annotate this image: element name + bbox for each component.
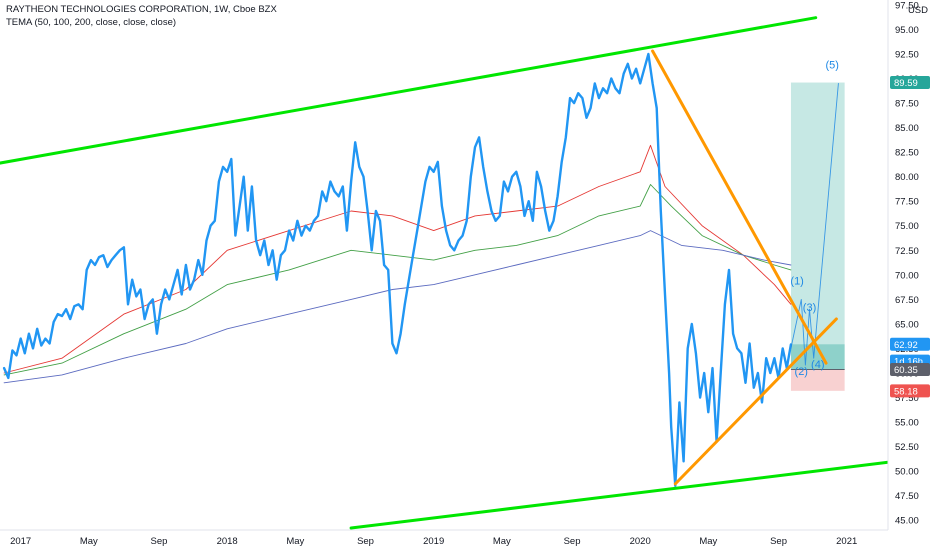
wave-label[interactable]: (4) [811,359,824,371]
trendline-1[interactable] [0,16,818,165]
wave-label[interactable]: (5) [826,60,839,72]
x-tick-label: Sep [770,536,787,547]
price-badge-label: 89.59 [894,78,918,89]
price-badge [890,337,930,351]
y-tick-label: 65.00 [895,319,919,330]
x-tick-label: 2021 [836,536,857,547]
price-badge [890,363,930,377]
time-axis[interactable] [0,530,932,550]
tema-line-2 [3,184,792,376]
y-tick-label: 92.50 [895,49,919,60]
x-tick-label: 2020 [630,536,651,547]
x-tick-label: May [699,536,717,547]
price-badge-label: 62.92 [894,340,918,351]
y-tick-label: 45.00 [895,516,919,527]
price-line[interactable] [2,52,793,487]
price-badge-label: 1d 16h [894,357,923,368]
x-tick-label: 2017 [10,536,31,547]
wave-label[interactable]: (3) [803,302,816,314]
y-tick-label: 55.00 [895,418,919,429]
x-tick-label: Sep [151,536,168,547]
wave-label[interactable]: (2) [795,366,808,378]
price-badge [890,76,930,90]
y-tick-label: 75.00 [895,221,919,232]
wave-label[interactable]: (1) [790,276,803,288]
y-tick-label: 67.50 [895,295,919,306]
x-tick-label: Sep [564,536,581,547]
price-badge-label: 60.35 [894,365,918,376]
y-tick-label: 95.00 [895,25,919,36]
y-tick-label: 70.00 [895,270,919,281]
y-tick-label: 87.50 [895,99,919,110]
tema-line-3 [3,230,792,384]
price-badge-label: 58.18 [894,386,918,397]
indicator-title[interactable]: TEMA (50, 100, 200, close, close, close) [6,17,177,28]
profit-zone[interactable] [790,82,845,370]
x-tick-label: 2019 [423,536,444,547]
currency-label: USD [908,5,928,16]
y-tick-label: 72.50 [895,246,919,257]
tema-line-1 [3,144,792,374]
trendline-2[interactable] [349,460,888,530]
x-tick-label: May [80,536,98,547]
price-axis[interactable] [888,0,932,550]
trendline-4[interactable] [673,317,838,486]
y-tick-label: 77.50 [895,197,919,208]
loss-zone[interactable] [790,369,845,391]
y-tick-label: 97.50 [895,0,919,11]
chart-legend: RAYTHEON TECHNOLOGIES CORPORATION, 1W, C… [6,3,277,29]
y-tick-label: 85.00 [895,123,919,134]
y-tick-label: 50.00 [895,467,919,478]
wave-projection-line[interactable] [790,82,839,366]
y-tick-label: 57.50 [895,393,919,404]
x-tick-label: Sep [357,536,374,547]
y-tick-label: 80.00 [895,172,919,183]
y-tick-label: 52.50 [895,442,919,453]
x-tick-label: May [493,536,511,547]
price-badge [890,384,930,398]
x-tick-label: 2018 [217,536,238,547]
x-tick-label: May [286,536,304,547]
y-tick-label: 47.50 [895,491,919,502]
symbol-title[interactable]: RAYTHEON TECHNOLOGIES CORPORATION, 1W, C… [6,4,277,15]
trendline-3[interactable] [651,49,828,365]
y-tick-label: 82.50 [895,148,919,159]
